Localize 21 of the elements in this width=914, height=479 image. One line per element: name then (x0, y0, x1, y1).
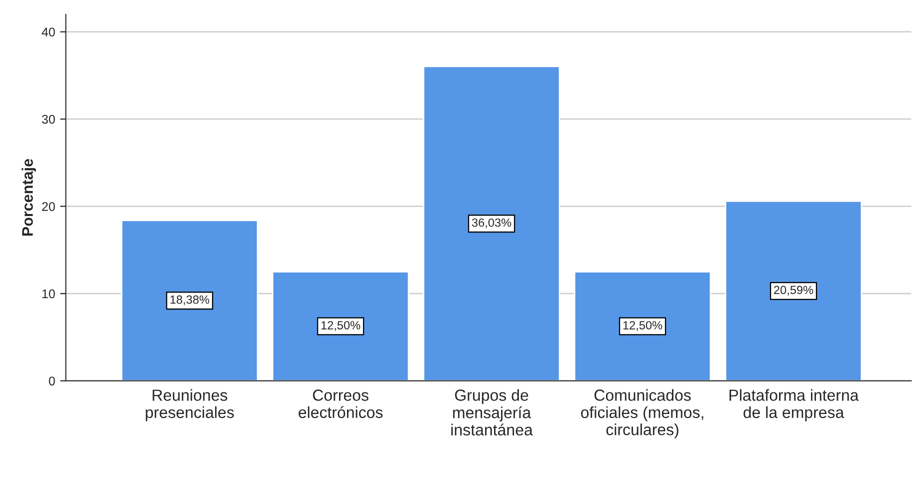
y-tick-label: 40 (42, 28, 55, 36)
bar (724, 200, 862, 381)
y-tick-label: 20 (42, 202, 55, 211)
x-tick-label: Comunicados oficiales (memos, circulares) (581, 389, 704, 438)
data-label: 12,50% (321, 321, 360, 331)
x-tick-label: Plataforma interna de la empresa (730, 389, 859, 422)
bar (422, 66, 560, 381)
y-axis-title: Porcentaje (22, 159, 36, 236)
y-tick-label: 0 (48, 376, 55, 386)
data-label: 20,59% (774, 286, 814, 296)
bar (574, 271, 712, 381)
x-tick-label: Correos electrónicos (298, 390, 383, 418)
bar (272, 271, 410, 381)
x-tick-label: Grupos de mensajería instantánea (451, 389, 533, 436)
data-label: 18,38% (170, 295, 210, 306)
x-tick-label: Reuniones presenciales (146, 389, 234, 422)
data-label: 12,50% (623, 321, 662, 331)
y-tick-label: 30 (42, 114, 55, 124)
y-tick-label: 10 (42, 289, 55, 298)
bar (120, 220, 258, 381)
data-label: 36,03% (472, 218, 512, 228)
